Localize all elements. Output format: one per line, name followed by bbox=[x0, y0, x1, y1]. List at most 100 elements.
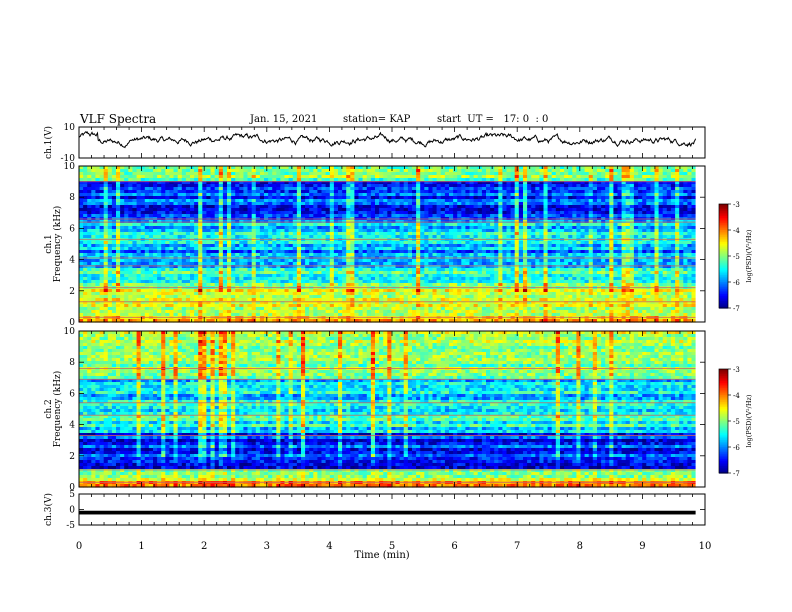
spectrogram-cell bbox=[379, 205, 384, 209]
spectrogram-cell bbox=[140, 175, 146, 179]
spectrogram-cell bbox=[346, 259, 351, 263]
spectrogram-cell bbox=[687, 253, 693, 257]
spectrogram-cell bbox=[576, 172, 582, 176]
spectrogram-cell bbox=[502, 175, 508, 179]
spectrogram-cell bbox=[342, 229, 347, 233]
spectrogram-cell bbox=[350, 247, 355, 251]
spectrogram-cell bbox=[259, 178, 265, 182]
spectrogram-cell bbox=[111, 232, 117, 236]
spectrogram-cell bbox=[116, 169, 121, 173]
spectrogram-cell bbox=[617, 190, 623, 194]
spectrogram-cell bbox=[243, 193, 249, 197]
spectrogram-cell bbox=[284, 262, 290, 266]
spectrogram-cell bbox=[502, 247, 508, 251]
spectrogram-cell bbox=[99, 187, 105, 191]
spectrogram-cell bbox=[440, 211, 446, 215]
spectrogram-cell bbox=[132, 208, 138, 212]
spectrogram-cell bbox=[206, 196, 212, 200]
spectrogram-cell bbox=[296, 241, 302, 245]
spectrogram-cell bbox=[325, 166, 331, 170]
spectrogram-cell bbox=[555, 241, 561, 245]
spectrogram-cell bbox=[514, 196, 520, 200]
spectrogram-cell bbox=[461, 223, 466, 227]
spectrogram-cell bbox=[662, 169, 668, 173]
spectrogram-cell bbox=[469, 250, 475, 254]
spectrogram-cell bbox=[288, 190, 294, 194]
spectrogram-cell bbox=[449, 166, 454, 170]
spectrogram-cell bbox=[194, 253, 199, 257]
spectrogram-cell bbox=[185, 190, 191, 194]
spectrogram-cell bbox=[354, 253, 360, 257]
spectrogram-cell bbox=[198, 214, 203, 218]
spectrogram-cell bbox=[87, 223, 92, 227]
spectrogram-cell bbox=[165, 235, 170, 239]
spectrogram-cell bbox=[185, 214, 191, 218]
spectrogram-cell bbox=[120, 226, 125, 230]
spectrogram-cell bbox=[633, 250, 639, 254]
spectrogram-cell bbox=[116, 253, 121, 257]
spectrogram-cell bbox=[691, 181, 697, 185]
spectrogram-cell bbox=[292, 262, 298, 266]
spectrogram-cell bbox=[342, 187, 347, 191]
spectrogram-cell bbox=[227, 169, 232, 173]
spectrogram-cell bbox=[255, 172, 261, 176]
spectrogram-cell bbox=[169, 244, 175, 248]
spectrogram-cell bbox=[350, 178, 355, 182]
spectrogram-cell bbox=[461, 214, 466, 218]
spectrogram-cell bbox=[222, 208, 228, 212]
spectrogram-cell bbox=[646, 259, 651, 263]
spectrogram-cell bbox=[625, 175, 631, 179]
spectrogram-cell bbox=[617, 202, 623, 206]
spectrogram-cell bbox=[255, 175, 261, 179]
spectrogram-cell bbox=[375, 247, 380, 251]
spectrogram-cell bbox=[148, 226, 154, 230]
spectrogram-cell bbox=[222, 247, 228, 251]
spectrogram-cell bbox=[395, 214, 401, 218]
spectrogram-cell bbox=[87, 229, 92, 233]
spectrogram-cell bbox=[440, 169, 446, 173]
spectrogram-cell bbox=[531, 247, 536, 251]
spectrogram-cell bbox=[370, 211, 376, 215]
spectrogram-cell bbox=[206, 253, 212, 257]
spectrogram-cell bbox=[148, 196, 154, 200]
spectrogram-cell bbox=[251, 232, 257, 236]
spectrogram-cell bbox=[231, 241, 236, 245]
spectrogram-cell bbox=[453, 172, 458, 176]
spectrogram-cell bbox=[387, 241, 392, 245]
spectrogram-cell bbox=[251, 223, 257, 227]
spectrogram-cell bbox=[539, 253, 545, 257]
spectrogram-cell bbox=[206, 235, 212, 239]
spectrogram-cell bbox=[354, 172, 360, 176]
spectrogram-cell bbox=[638, 211, 643, 215]
spectrogram-cell bbox=[568, 193, 573, 197]
spectrogram-cell bbox=[395, 205, 401, 209]
spectrogram-cell bbox=[465, 229, 471, 233]
spectrogram-cell bbox=[617, 184, 623, 188]
spectrogram-cell bbox=[190, 196, 195, 200]
spectrogram-cell bbox=[453, 253, 458, 257]
spectrogram-cell bbox=[609, 214, 614, 218]
spectrogram-cell bbox=[107, 250, 113, 254]
spectrogram-cell bbox=[111, 193, 117, 197]
spectrogram-cell bbox=[461, 202, 466, 206]
spectrogram-cell bbox=[268, 181, 273, 185]
spectrogram-cell bbox=[342, 166, 347, 170]
spectrogram-cell bbox=[687, 250, 693, 254]
spectrogram-cell bbox=[358, 178, 364, 182]
spectrogram-cell bbox=[403, 202, 409, 206]
spectrogram-cell bbox=[313, 211, 318, 215]
spectrogram-cell bbox=[383, 247, 388, 251]
spectrogram-cell bbox=[555, 199, 561, 203]
spectrogram-cell bbox=[420, 244, 425, 248]
spectrogram-cell bbox=[391, 262, 397, 266]
spectrogram-cell bbox=[436, 196, 442, 200]
spectrogram-cell bbox=[481, 244, 487, 248]
spectrogram-cell bbox=[580, 250, 586, 254]
spectrogram-cell bbox=[629, 166, 635, 170]
spectrogram-cell bbox=[161, 172, 166, 176]
spectrogram-cell bbox=[333, 175, 339, 179]
spectrogram-cell bbox=[518, 169, 524, 173]
spectrogram-cell bbox=[605, 166, 610, 170]
spectrogram-cell bbox=[646, 229, 651, 233]
spectrogram-cell bbox=[153, 196, 158, 200]
